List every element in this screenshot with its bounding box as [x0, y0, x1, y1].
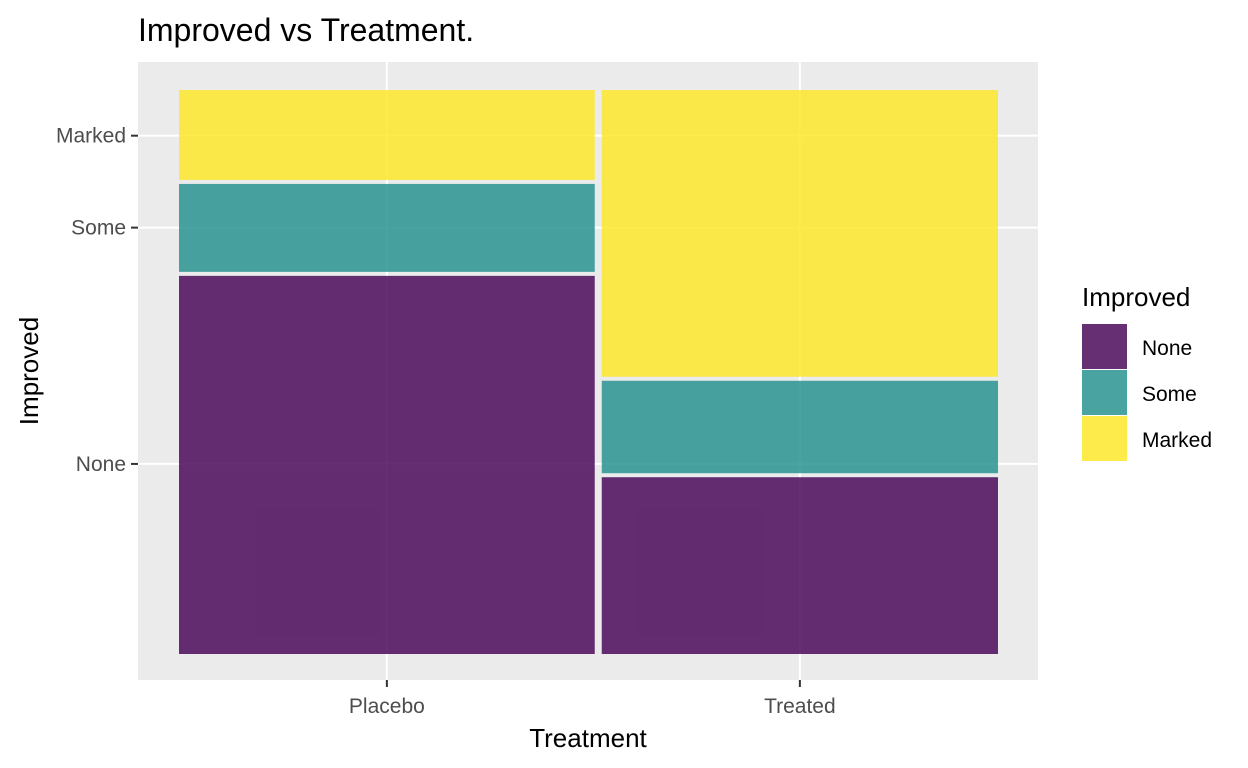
legend-key-none [1082, 324, 1127, 369]
legend-key-some [1082, 370, 1127, 415]
y-tick-label-marked: Marked [56, 125, 126, 148]
tile-treated-marked [601, 90, 998, 377]
tile-placebo-some [179, 183, 595, 272]
chart-title: Improved vs Treatment. [138, 12, 474, 48]
legend-label-some: Some [1142, 383, 1197, 406]
legend-label-none: None [1142, 337, 1192, 360]
tile-treated-some [601, 380, 998, 474]
legend-label-marked: Marked [1142, 429, 1212, 452]
x-tick-label-treated: Treated [764, 695, 836, 718]
y-axis: None Some Marked [56, 125, 138, 476]
tile-treated-none [601, 477, 998, 654]
mosaic-tiles [179, 90, 998, 654]
legend-key-marked [1082, 416, 1127, 461]
x-axis: Placebo Treated [349, 680, 836, 718]
x-axis-title: Treatment [529, 723, 647, 753]
y-axis-title: Improved [14, 317, 44, 425]
tile-placebo-marked [179, 90, 595, 180]
tile-placebo-none [179, 275, 595, 654]
x-tick-label-placebo: Placebo [349, 695, 425, 718]
legend-title: Improved [1082, 282, 1190, 312]
legend: Improved None Some Marked [1082, 282, 1212, 461]
y-tick-label-none: None [76, 453, 126, 476]
y-tick-label-some: Some [71, 217, 126, 240]
